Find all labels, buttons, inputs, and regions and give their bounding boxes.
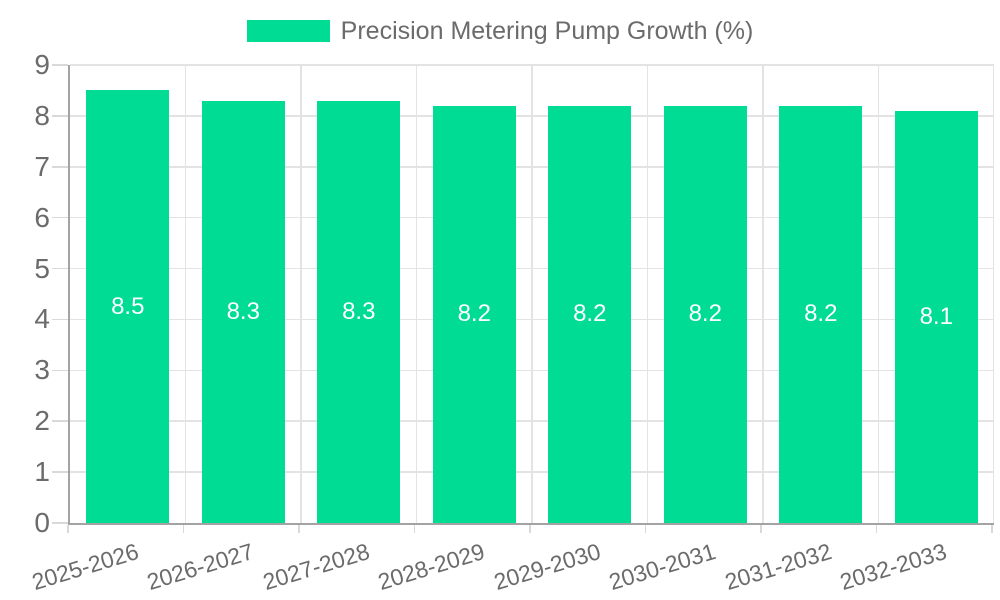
bar: 8.3: [201, 100, 285, 523]
y-tick-mark: [52, 216, 68, 219]
x-tick-mark: [298, 525, 300, 533]
bar: 8.2: [548, 105, 632, 523]
bar: 8.5: [86, 90, 170, 523]
y-tick-label: 0: [34, 507, 50, 538]
y-tick-mark: [52, 115, 68, 117]
x-tick-label: 2029-2030: [490, 538, 604, 596]
y-tick-label: 1: [34, 456, 50, 488]
y-tick-mark: [52, 267, 68, 270]
x-tick-mark: [760, 525, 762, 533]
y-tick-mark: [52, 318, 68, 321]
y-tick-mark: [52, 522, 68, 524]
x-tick-mark: [991, 525, 993, 533]
legend-swatch: [246, 20, 330, 42]
y-tick-mark: [52, 64, 68, 66]
bar-value-label: 8.3: [342, 297, 376, 325]
vertical-gridline: [992, 65, 994, 523]
y-tick-label: 4: [34, 303, 50, 335]
x-tick-mark: [413, 525, 416, 533]
x-tick-mark: [875, 525, 878, 533]
bar-value-label: 8.2: [573, 300, 607, 328]
x-tick-label: 2026-2027: [144, 538, 257, 596]
x-tick-mark: [644, 525, 647, 533]
x-tick-label: 2028-2029: [375, 538, 488, 596]
x-tick-mark: [529, 525, 531, 533]
y-tick-label: 2: [34, 405, 50, 437]
x-tick-label: 2030-2031: [606, 538, 719, 596]
bar: 8.3: [317, 100, 401, 523]
x-tick-mark: [67, 525, 69, 533]
vertical-gridline: [300, 65, 302, 523]
bar-value-label: 8.2: [804, 300, 838, 328]
y-tick-label: 9: [34, 49, 50, 80]
bar: 8.2: [663, 105, 747, 523]
y-tick-mark: [52, 369, 68, 372]
bar-value-label: 8.2: [457, 300, 491, 328]
bar-value-label: 8.3: [226, 297, 260, 325]
y-tick-mark: [52, 166, 68, 168]
y-tick-mark: [52, 471, 68, 473]
bar: 8.2: [779, 105, 863, 523]
vertical-gridline: [646, 65, 649, 523]
y-tick-label: 3: [34, 354, 50, 386]
x-tick-label: 2027-2028: [259, 538, 373, 596]
x-tick-label: 2025-2026: [28, 538, 142, 596]
y-tick-label: 6: [34, 201, 50, 233]
x-tick-label: 2032-2033: [837, 538, 950, 596]
plot-area: 8.5 8.3 8.3 8.2 8.2 8.2 8.2 8.1: [68, 64, 994, 525]
x-tick-label: 2031-2032: [721, 538, 835, 596]
x-tick-mark: [182, 525, 185, 533]
bar-value-label: 8.2: [688, 300, 722, 328]
vertical-gridline: [762, 65, 764, 523]
legend-item[interactable]: Precision Metering Pump Growth (%): [0, 16, 1000, 46]
bar: 8.1: [894, 110, 978, 523]
vertical-gridline: [415, 65, 418, 523]
bar-value-label: 8.5: [111, 292, 145, 320]
y-tick-mark: [52, 420, 68, 422]
legend-label: Precision Metering Pump Growth (%): [340, 17, 754, 45]
y-tick-label: 8: [34, 99, 50, 131]
y-tick-label: 5: [34, 252, 50, 284]
vertical-gridline: [184, 65, 187, 523]
y-tick-label: 7: [34, 150, 50, 182]
vertical-gridline: [877, 65, 880, 523]
bar-value-label: 8.1: [919, 302, 953, 330]
vertical-gridline: [531, 65, 533, 523]
bar: 8.2: [432, 105, 516, 523]
